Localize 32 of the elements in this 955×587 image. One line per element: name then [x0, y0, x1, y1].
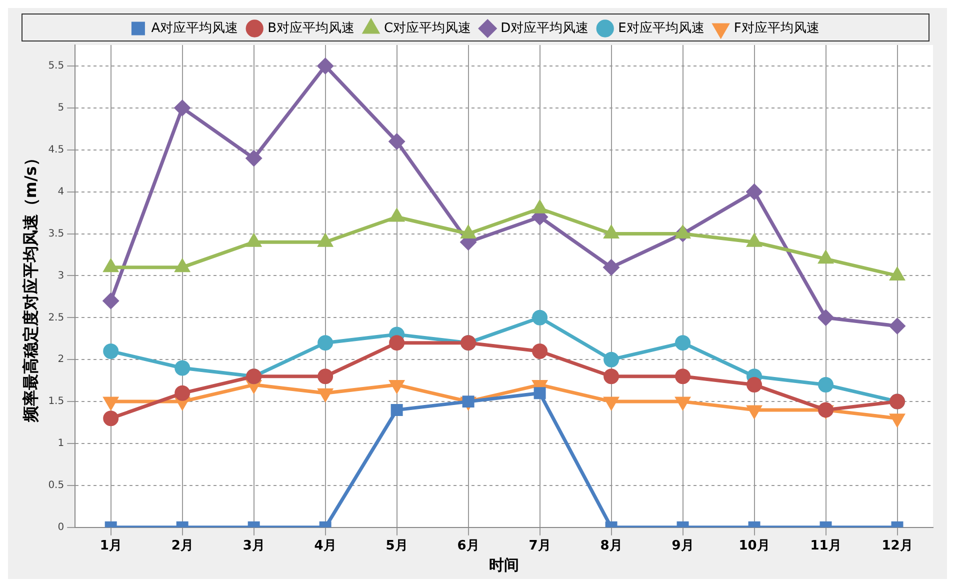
y-tick-label: 4 — [58, 186, 64, 198]
y-tick-label: 0 — [58, 522, 64, 533]
legend-label: F对应平均风速 — [734, 20, 820, 36]
y-tick-label: 3 — [58, 270, 64, 282]
x-tick-label: 1月 — [100, 538, 122, 554]
x-axis-title: 时间 — [489, 556, 520, 574]
x-tick-label: 10月 — [738, 538, 770, 554]
y-axis-title: 频率最高稳定度对应平均风速（m/s） — [20, 150, 40, 424]
y-tick-label: 3.5 — [48, 228, 64, 240]
y-tick-label: 2 — [58, 354, 64, 366]
y-tick-label: 5 — [58, 102, 64, 114]
legend-label: C对应平均风速 — [384, 20, 472, 36]
y-tick-label: 1 — [58, 438, 64, 450]
x-tick-label: 6月 — [457, 538, 480, 554]
y-tick-label: 0.5 — [48, 480, 64, 492]
x-tick-label: 11月 — [810, 538, 842, 554]
x-tick-label: 4月 — [314, 538, 336, 554]
x-tick-label: 9月 — [672, 538, 694, 554]
y-tick-label: 4.5 — [48, 144, 64, 156]
x-tick-label: 3月 — [242, 538, 265, 554]
x-tick-label: 8月 — [600, 538, 622, 554]
y-tick-label: 2.5 — [48, 312, 64, 324]
x-tick-label: 5月 — [386, 538, 408, 554]
legend-label: B对应平均风速 — [268, 20, 355, 36]
x-tick-label: 7月 — [528, 538, 551, 554]
legend-label: D对应平均风速 — [500, 20, 589, 36]
y-tick-label: 1.5 — [48, 396, 64, 408]
x-tick-label: 12月 — [882, 538, 913, 554]
y-tick-label: 5.5 — [48, 60, 64, 72]
legend-label: A对应平均风速 — [151, 20, 238, 36]
x-tick-label: 2月 — [171, 538, 194, 554]
legend-label: E对应平均风速 — [618, 20, 704, 36]
